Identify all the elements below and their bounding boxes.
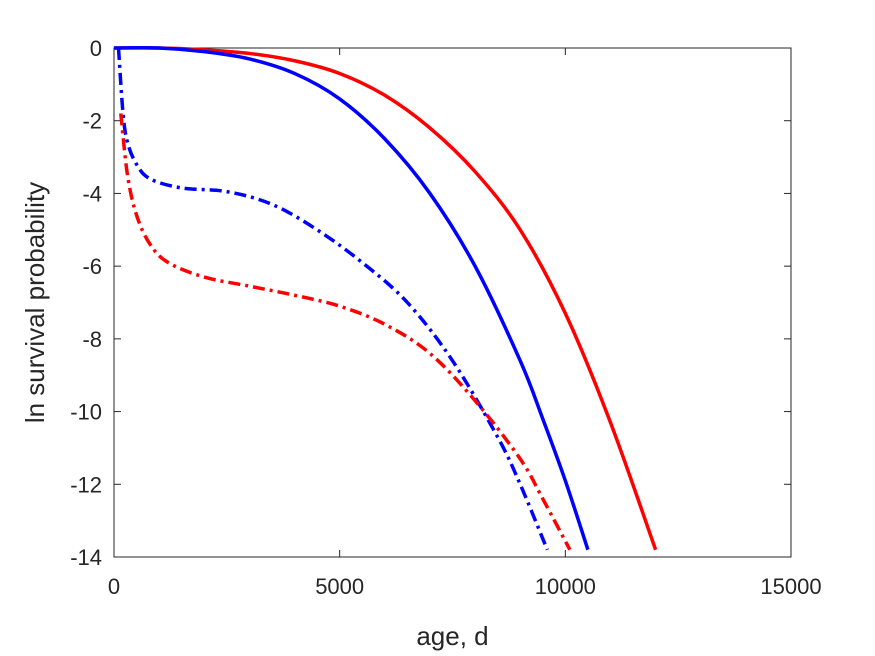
y-axis-label: ln survival probability (20, 182, 50, 423)
x-tick-label: 15000 (760, 574, 821, 599)
y-tick-label: -12 (70, 472, 102, 497)
y-tick-label: -14 (70, 545, 102, 570)
x-tick-label: 10000 (535, 574, 596, 599)
series-line-4 (119, 113, 572, 551)
x-tick-label: 5000 (315, 574, 364, 599)
x-axis-label: age, d (416, 621, 488, 651)
y-tick-label: -8 (82, 327, 102, 352)
plot-frame (113, 47, 792, 558)
x-tick-label: 0 (108, 574, 120, 599)
plot-area (113, 45, 792, 558)
series-layer (113, 45, 658, 551)
series-line-3 (116, 47, 549, 551)
y-tick-label: -10 (70, 400, 102, 425)
series-line-2 (113, 45, 590, 551)
series-line-1 (113, 46, 658, 551)
y-tick-label: -2 (82, 109, 102, 134)
tick-labels: 0 5000 10000 15000 0 -2 -4 -6 -8 -10 -12 -14 (70, 36, 821, 599)
y-tick-label: 0 (90, 36, 102, 61)
y-tick-label: -4 (82, 181, 102, 206)
y-tick-label: -6 (82, 254, 102, 279)
